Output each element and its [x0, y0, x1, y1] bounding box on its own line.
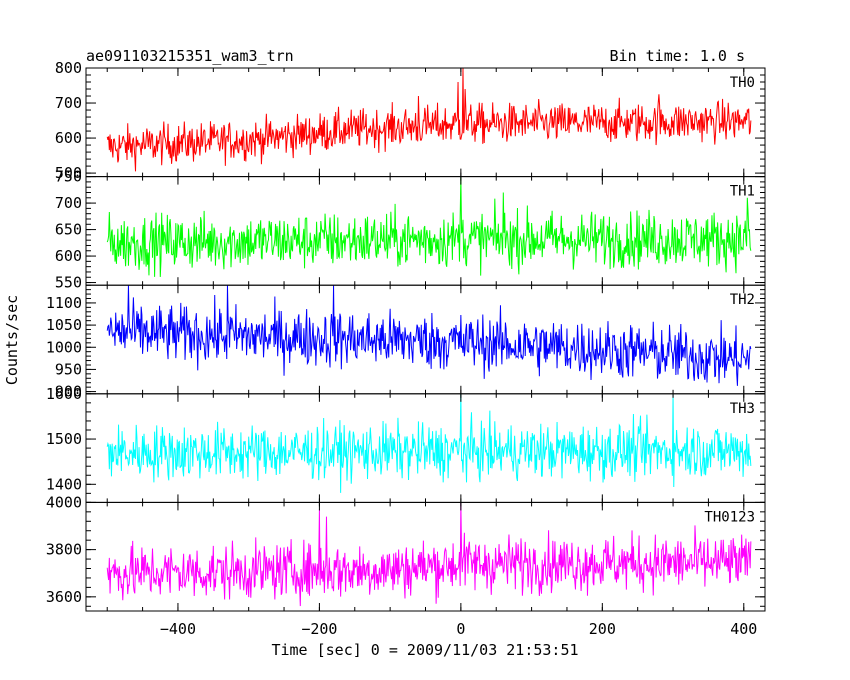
header-left-title: ae091103215351_wam3_trn — [86, 47, 294, 65]
panel-label-th0: TH0 — [730, 75, 755, 91]
panel-label-th0123: TH0123 — [704, 509, 755, 525]
y-tick-label-th1: 600 — [55, 247, 82, 265]
panels-group: 500 600 700 800 TH0 550 600 650 700 750 TH1 900 950 1… — [46, 59, 766, 638]
y-tick-label-th0123: 4000 — [46, 493, 82, 511]
y-tick-label-th1: 750 — [55, 168, 82, 186]
y-tick-label-th2: 1100 — [46, 294, 82, 312]
y-tick-label-th0: 700 — [55, 94, 82, 112]
x-axis-title: Time [sec] 0 = 2009/11/03 21:53:51 — [271, 641, 578, 659]
y-tick-label-th1: 700 — [55, 194, 82, 212]
y-tick-label-th2: 950 — [55, 360, 82, 378]
x-tick-label: 400 — [730, 620, 757, 638]
series-line-th0 — [106, 68, 752, 172]
panel-frame-th1 — [85, 176, 766, 286]
y-tick-label-th3: 1600 — [46, 385, 82, 403]
series-line-th1 — [106, 176, 752, 277]
y-axis-title: Counts/sec — [3, 295, 21, 385]
x-tick-label: 0 — [456, 620, 465, 638]
y-tick-label-th0: 500 — [55, 164, 82, 182]
header-right-bin-time: Bin time: 1.0 s — [610, 47, 745, 65]
series-line-th3 — [106, 393, 752, 493]
y-tick-label-th1: 550 — [55, 274, 82, 292]
y-tick-label-th2: 1000 — [46, 338, 82, 356]
x-tick-label: −200 — [301, 620, 337, 638]
y-tick-label-th2: 900 — [55, 383, 82, 401]
y-tick-label-th0: 800 — [55, 59, 82, 77]
series-line-th0123 — [106, 502, 752, 607]
y-tick-label-th3: 1400 — [46, 475, 82, 493]
y-tick-label-th0: 600 — [55, 129, 82, 147]
y-tick-label-th1: 650 — [55, 221, 82, 239]
panel-label-th3: TH3 — [730, 401, 755, 417]
series-line-th2 — [106, 285, 752, 386]
x-tick-label: 200 — [589, 620, 616, 638]
y-tick-label-th0123: 3600 — [46, 588, 82, 606]
y-tick-label-th2: 1050 — [46, 316, 82, 334]
y-tick-label-th0123: 3800 — [46, 541, 82, 559]
x-tick-label: −400 — [160, 620, 196, 638]
panel-label-th1: TH1 — [730, 184, 755, 200]
y-tick-label-th3: 1500 — [46, 430, 82, 448]
panel-label-th2: TH2 — [730, 292, 755, 308]
